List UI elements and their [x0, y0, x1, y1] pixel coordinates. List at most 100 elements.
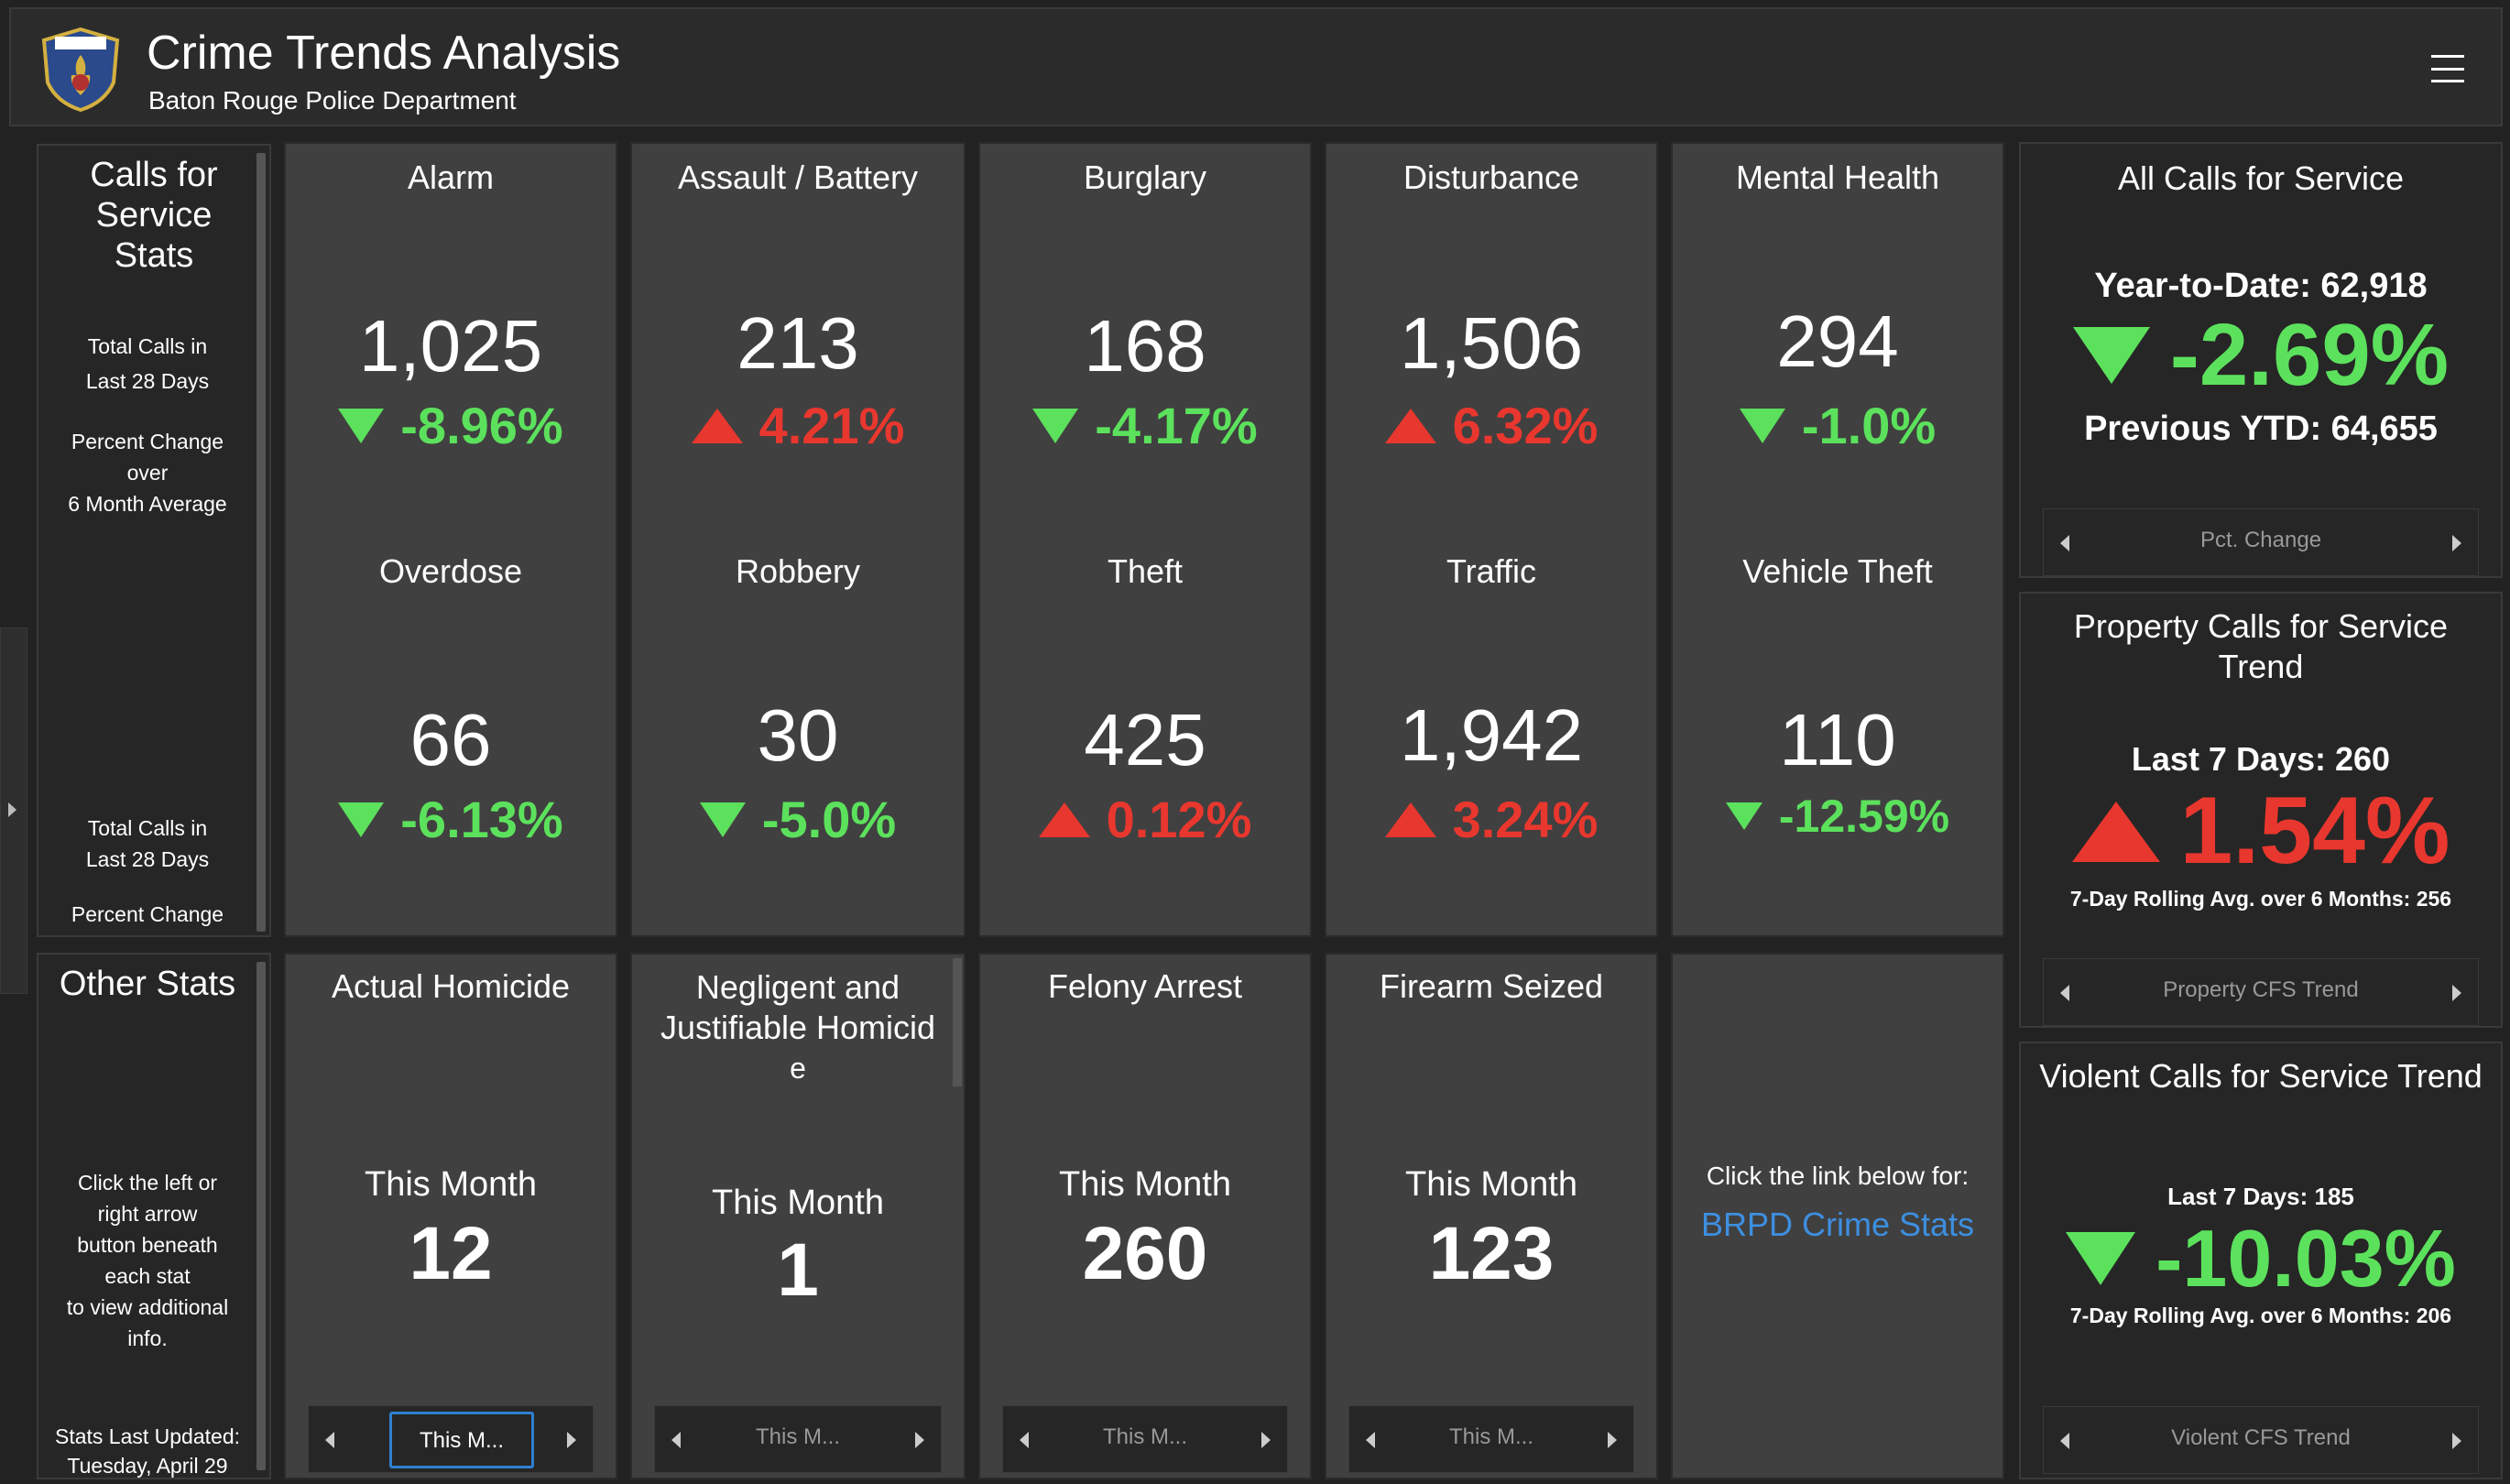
stat-title: Assault / Battery: [677, 158, 919, 196]
nav-current-view[interactable]: This M...: [1102, 1424, 1187, 1449]
nav-current-view[interactable]: This M...: [1448, 1424, 1533, 1449]
chevron-left-icon[interactable]: [671, 1432, 681, 1448]
stat-title: Firearm Seized: [1379, 967, 1604, 1005]
down-arrow-icon: [338, 802, 385, 837]
stat-change: -8.96%: [286, 396, 616, 455]
stat-title: Vehicle Theft: [1742, 552, 1933, 590]
up-arrow-icon: [1384, 802, 1436, 837]
kpi-rolling-avg: 7-Day Rolling Avg. over 6 Months: 256: [2069, 887, 2452, 911]
last-updated-date: Tuesday, April 29: [67, 1454, 228, 1478]
stat-title: Overdose: [378, 552, 523, 590]
kpi-violent-calls: Violent Calls for Service Trend Last 7 D…: [2019, 1042, 2503, 1479]
chevron-right-icon[interactable]: [915, 1432, 924, 1448]
stat-title: Felony Arrest: [1047, 967, 1243, 1005]
calls-stats-sidebar: Calls for Service Stats Total Calls in L…: [37, 144, 271, 937]
stat-value: 213: [737, 302, 859, 384]
nav-current-view[interactable]: Pct. Change: [2199, 528, 2322, 552]
kpi-change: 1.54%: [2021, 777, 2501, 886]
note-percent-change-b: Percent Change: [71, 902, 224, 926]
kpi-title-2: Trend: [2218, 648, 2304, 685]
chevron-left-icon[interactable]: [2060, 1433, 2069, 1449]
up-arrow-icon: [691, 408, 743, 443]
chevron-left-icon[interactable]: [325, 1432, 334, 1448]
nav-current-view[interactable]: This M...: [389, 1412, 534, 1468]
last-updated-label: Stats Last Updated:: [54, 1424, 240, 1448]
stat-card-mental-health-vehicle-theft: Mental Health 294 -1.0% Vehicle Theft 11…: [1671, 142, 2004, 937]
chevron-right-icon[interactable]: [567, 1432, 576, 1448]
stat-title-3: e: [790, 1052, 806, 1085]
side-panel-toggle[interactable]: [0, 627, 27, 994]
stat-title: Alarm: [407, 158, 494, 196]
negligent-nav: This M...: [654, 1405, 942, 1473]
down-arrow-icon: [2066, 1232, 2136, 1285]
stat-value: 30: [757, 694, 839, 776]
stat-value: 12: [409, 1212, 493, 1295]
firearm-nav: This M...: [1348, 1405, 1634, 1473]
chevron-right-icon[interactable]: [2452, 985, 2461, 1001]
stat-change: -12.59%: [1673, 790, 2003, 843]
instruction-line: button beneath: [77, 1233, 218, 1257]
stat-title: Traffic: [1446, 552, 1536, 590]
down-arrow-icon: [1032, 408, 1079, 443]
stat-card-alarm-overdose: Alarm 1,025 -8.96% Overdose 66 -6.13%: [284, 142, 617, 937]
brpd-crime-stats-link[interactable]: BRPD Crime Stats: [1700, 1206, 1975, 1243]
kpi-rolling-avg: 7-Day Rolling Avg. over 6 Months: 206: [2069, 1304, 2452, 1327]
instruction-line: right arrow: [97, 1202, 198, 1226]
other-stats-title: Other Stats: [59, 965, 236, 1003]
chevron-left-icon[interactable]: [2060, 535, 2069, 551]
chevron-right-icon[interactable]: [2452, 535, 2461, 551]
nav-current-view[interactable]: This M...: [755, 1424, 840, 1449]
kpi-last7: Last 7 Days: 260: [2131, 740, 2391, 778]
stat-change: 0.12%: [980, 790, 1310, 849]
chevron-right-icon: [8, 802, 16, 817]
instruction-line: Click the left or: [77, 1171, 218, 1195]
nav-current-view[interactable]: Property CFS Trend: [2163, 977, 2359, 1002]
stat-change: -1.0%: [1673, 396, 2003, 455]
kpi-last7: Last 7 Days: 185: [2167, 1183, 2354, 1210]
up-arrow-icon: [1038, 802, 1090, 837]
app-header: Crime Trends Analysis Baton Rouge Police…: [9, 7, 2503, 126]
stat-card-negligent-homicide: Negligent and Justifiable Homicid e This…: [630, 953, 966, 1479]
chevron-left-icon[interactable]: [1020, 1432, 1029, 1448]
kpi-change: -2.69%: [2021, 305, 2501, 406]
scrollbar[interactable]: [256, 962, 266, 1470]
stat-title: Disturbance: [1402, 158, 1580, 196]
stat-title: Robbery: [735, 552, 861, 590]
chevron-right-icon[interactable]: [2452, 1433, 2461, 1449]
kpi-title: Violent Calls for Service Trend: [2039, 1057, 2483, 1095]
chevron-left-icon[interactable]: [1366, 1432, 1375, 1448]
stat-title: Mental Health: [1735, 158, 1940, 196]
instruction-line: info.: [127, 1326, 168, 1350]
period-label: This Month: [1405, 1165, 1577, 1204]
stat-value: 260: [1082, 1212, 1208, 1295]
scrollbar[interactable]: [953, 958, 962, 1086]
stat-card-disturbance-traffic: Disturbance 1,506 6.32% Traffic 1,942 3.…: [1325, 142, 1658, 937]
stat-card-felony-arrest: Felony Arrest This Month 260: [978, 953, 1312, 1479]
down-arrow-icon: [1725, 802, 1762, 830]
instruction-line: to view additional: [66, 1295, 229, 1319]
down-arrow-icon: [699, 802, 746, 837]
police-badge-logo: [41, 27, 120, 112]
chevron-right-icon[interactable]: [1261, 1432, 1271, 1448]
note-total-calls-2: Last 28 Days: [85, 369, 210, 393]
kpi-change: -10.03%: [2021, 1212, 2501, 1305]
scrollbar[interactable]: [256, 153, 266, 932]
chevron-right-icon[interactable]: [1608, 1432, 1617, 1448]
down-arrow-icon: [338, 408, 385, 443]
stat-card-burglary-theft: Burglary 168 -4.17% Theft 425 0.12%: [978, 142, 1312, 937]
stat-card-assault-robbery: Assault / Battery 213 4.21% Robbery 30 -…: [630, 142, 966, 937]
stat-title: Negligent and: [695, 968, 900, 1006]
chevron-left-icon[interactable]: [2060, 985, 2069, 1001]
app-subtitle: Baton Rouge Police Department: [148, 86, 517, 115]
stat-title: Theft: [1107, 552, 1184, 590]
kpi-property-nav: Property CFS Trend: [2043, 958, 2479, 1026]
stat-value: 1,942: [1399, 694, 1584, 776]
stat-value: 66: [409, 699, 492, 780]
nav-current-view[interactable]: Violent CFS Trend: [2171, 1425, 2351, 1450]
stat-value: 168: [1084, 305, 1206, 387]
instruction-line: each stat: [104, 1264, 191, 1288]
link-card: Click the link below for: BRPD Crime Sta…: [1671, 953, 2004, 1479]
stat-title-2: Justifiable Homicid: [660, 1009, 936, 1046]
hamburger-menu-icon[interactable]: [2431, 55, 2464, 82]
stat-change: -4.17%: [980, 396, 1310, 455]
